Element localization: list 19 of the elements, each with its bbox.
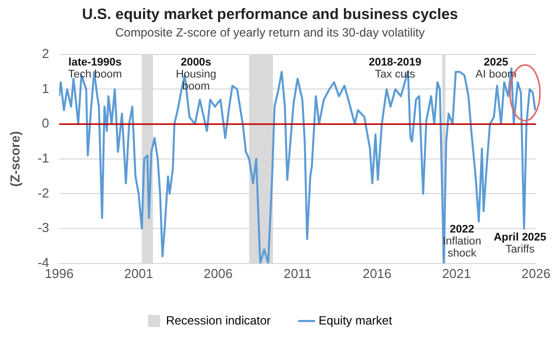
x-tick-label: 2011 (284, 266, 312, 281)
chart-title: U.S. equity market performance and business cycles (82, 6, 458, 24)
legend-label: Equity market (318, 313, 393, 328)
y-axis-title: (Z-score) (7, 131, 22, 187)
x-tick-label: 2021 (442, 266, 471, 281)
y-tick-label: -2 (38, 185, 50, 200)
chart-subtitle: Composite Z-score of yearly return and its 30-day volatility (115, 26, 425, 40)
x-tick-label: 2016 (362, 266, 392, 281)
y-tick-label: -1 (38, 150, 50, 166)
y-tick-label: 0 (42, 116, 50, 131)
legend-label: Recession indicator (166, 313, 271, 328)
x-tick-label: 2001 (124, 266, 154, 281)
y-tick-label: 1 (42, 80, 50, 96)
y-tick-label: 2 (42, 46, 50, 61)
y-tick-label: -3 (38, 220, 50, 236)
x-tick-label: 2006 (204, 266, 233, 281)
annotation: late-1990s Tech boom (68, 56, 122, 81)
x-tick-label: 2026 (522, 266, 550, 281)
annotation: April 2025 Tariffs (494, 232, 546, 256)
